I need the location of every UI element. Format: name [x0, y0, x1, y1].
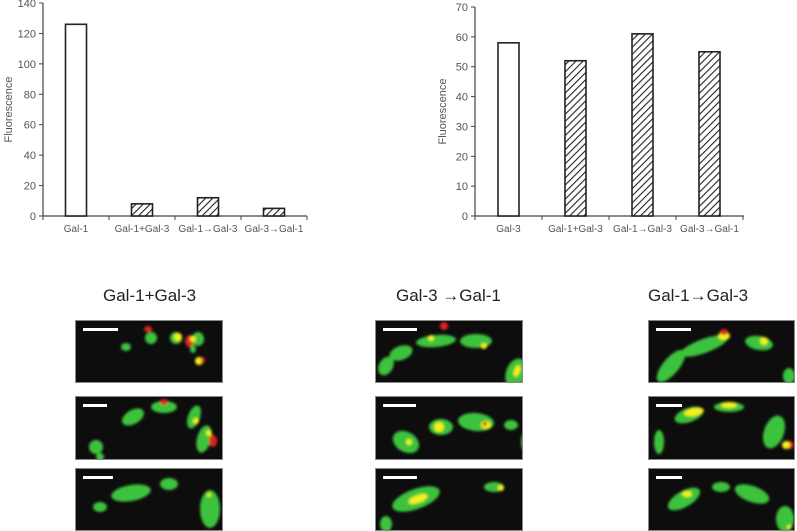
- bar: [631, 33, 654, 217]
- y-tick-label: 50: [456, 62, 468, 74]
- chart-gal1-fluorescence: 0 20 40 60 80 100 120 140 Gal-1 Gal-1+Gal-3 Gal-1→…: [0, 0, 340, 240]
- y-tick-label: 80: [24, 89, 36, 101]
- bar-chart-svg: 0 20 40 60 80 100 120 140 Gal-1 Gal-1+Gal-3 Gal-1→…: [3, 0, 308, 235]
- scale-bar: [383, 328, 417, 331]
- micrograph-panel-c1-r3: [75, 468, 223, 531]
- y-tick-label: 30: [456, 121, 468, 133]
- bar: [196, 196, 220, 217]
- x-category-label: Gal-3→Gal-1: [680, 224, 739, 235]
- y-tick-label: 10: [456, 181, 468, 193]
- x-category-label: Gal-1: [64, 224, 89, 235]
- micrograph-panel-c3-r2: [648, 396, 795, 460]
- fluorescence-image: [667, 482, 794, 530]
- y-tick-label: 120: [18, 28, 36, 40]
- bar: [262, 207, 286, 217]
- micrograph-panel-c3-r1: [648, 320, 795, 383]
- y-tick-label: 70: [456, 2, 468, 14]
- micrograph-panel-c2-r3: [375, 468, 523, 531]
- y-tick-label: 0: [30, 211, 36, 223]
- bar: [64, 23, 88, 217]
- chart-gal3-fluorescence: 0 10 20 30 40 50 60 70 Gal-3 Gal-1+Gal-3 Gal-1→Gal…: [410, 0, 770, 240]
- y-axis-label: Fluorescence: [3, 76, 15, 142]
- y-tick-label: 140: [18, 0, 36, 10]
- fluorescence-image: [656, 329, 794, 382]
- y-tick-label: 20: [24, 181, 36, 193]
- y-tick-label: 100: [18, 59, 36, 71]
- micrograph-panel-c3-r3: [648, 468, 795, 531]
- y-tick-label: 60: [24, 120, 36, 132]
- bar: [130, 203, 154, 217]
- micrograph-panel-c2-r1: [375, 320, 523, 383]
- scale-bar: [656, 328, 691, 331]
- x-category-label: Gal-1→Gal-3: [613, 224, 672, 235]
- micrograph-panel-c1-r1: [75, 320, 223, 383]
- micrograph-column-title-1: Gal-1+Gal-3: [103, 286, 197, 305]
- x-category-label: Gal-3→Gal-1: [245, 224, 304, 235]
- y-tick-label: 60: [456, 32, 468, 44]
- x-category-label: Gal-1+Gal-3: [548, 224, 603, 235]
- bar: [497, 42, 520, 217]
- x-category-label: Gal-3: [496, 224, 521, 235]
- fluorescence-image: [93, 478, 220, 528]
- fluorescence-image: [654, 402, 794, 454]
- fluorescence-image: [378, 322, 522, 382]
- scale-bar: [656, 404, 682, 407]
- micrograph-panel-c1-r2: [75, 396, 223, 460]
- y-tick-label: 0: [462, 211, 468, 223]
- x-category-label: Gal-1+Gal-3: [115, 224, 170, 235]
- bar: [698, 50, 721, 217]
- fluorescence-image: [380, 482, 504, 530]
- y-tick-label: 20: [456, 151, 468, 163]
- fluorescence-image: [392, 412, 522, 454]
- scale-bar: [383, 404, 416, 407]
- scale-bar: [83, 404, 107, 407]
- micrograph-column-title-3: Gal-1→Gal-3: [648, 286, 749, 305]
- micrograph-column-title-2: Gal-3 →Gal-1: [396, 286, 501, 305]
- y-tick-label: 40: [456, 92, 468, 104]
- fluorescence-image: [121, 326, 205, 365]
- bar-chart-svg: 0 10 20 30 40 50 60 70 Gal-3 Gal-1+Gal-3 Gal-1→Gal…: [437, 2, 744, 235]
- y-tick-label: 40: [24, 150, 36, 162]
- micrograph-panel-c2-r2: [375, 396, 523, 460]
- y-axis-label: Fluorescence: [437, 78, 449, 144]
- scale-bar: [83, 328, 118, 331]
- scale-bar: [383, 476, 417, 479]
- fluorescence-image: [89, 399, 217, 459]
- x-category-label: Gal-1→Gal-3: [179, 224, 238, 235]
- scale-bar: [83, 476, 113, 479]
- scale-bar: [656, 476, 682, 479]
- bar: [564, 59, 587, 217]
